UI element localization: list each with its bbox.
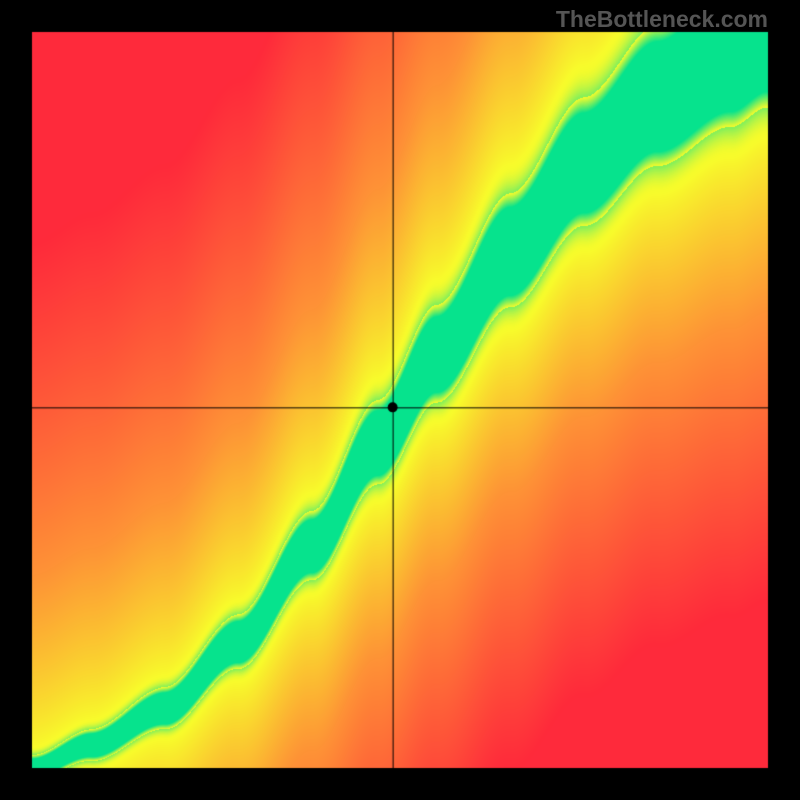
heatmap-canvas bbox=[0, 0, 800, 800]
chart-container: TheBottleneck.com bbox=[0, 0, 800, 800]
watermark-text: TheBottleneck.com bbox=[556, 6, 768, 33]
